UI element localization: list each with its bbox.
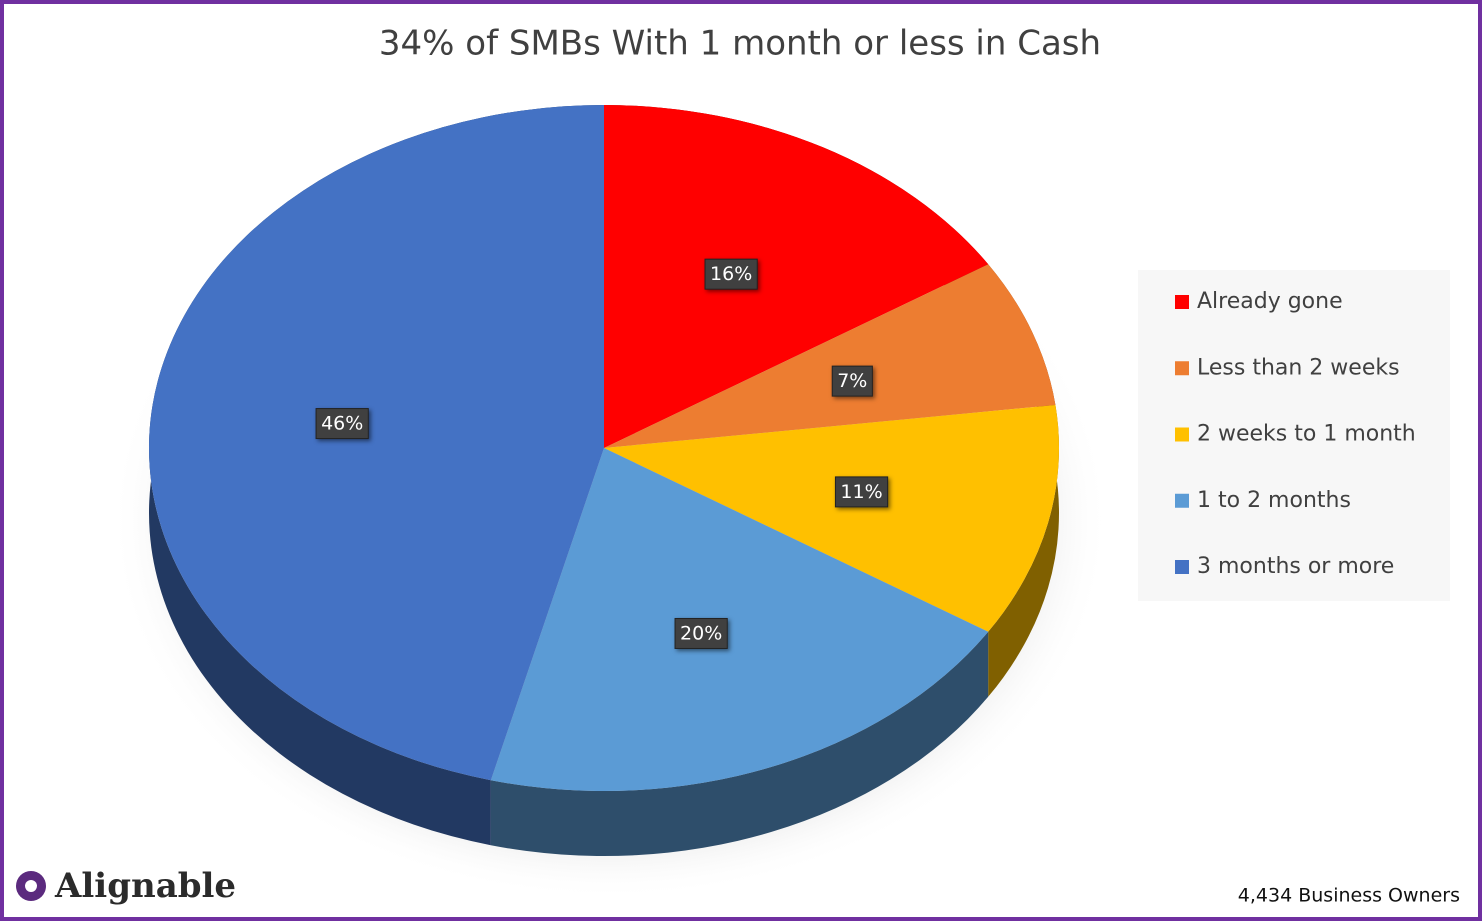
legend-label: Less than 2 weeks bbox=[1197, 355, 1400, 380]
legend-label: 3 months or more bbox=[1197, 554, 1394, 579]
legend-swatch bbox=[1175, 295, 1189, 309]
data-label: 11% bbox=[840, 481, 882, 503]
data-label: 46% bbox=[321, 413, 363, 435]
logo: Alignable bbox=[16, 866, 236, 906]
pie: 16% 7% 11% 20% 46% bbox=[148, 105, 1059, 856]
legend bbox=[1138, 270, 1450, 601]
data-label: 16% bbox=[710, 263, 752, 285]
data-label-box bbox=[834, 476, 889, 508]
legend-label: 2 weeks to 1 month bbox=[1197, 422, 1416, 447]
data-label-box bbox=[704, 258, 758, 290]
data-label-box bbox=[315, 408, 369, 440]
logo-text: Alignable bbox=[54, 866, 236, 906]
footnote: 4,434 Business Owners bbox=[1238, 885, 1460, 907]
chart-title: 34% of SMBs With 1 month or less in Cash bbox=[379, 24, 1101, 64]
slice bbox=[604, 405, 1059, 632]
slice-side bbox=[988, 405, 1059, 697]
legend-swatch bbox=[1175, 560, 1189, 574]
data-label-box bbox=[674, 617, 728, 649]
data-label: 20% bbox=[680, 622, 722, 644]
slice bbox=[490, 448, 989, 791]
logo-icon-center bbox=[25, 880, 37, 892]
legend-items: Already gone Less than 2 weeks 2 weeks to … bbox=[1175, 289, 1416, 579]
slice bbox=[604, 264, 1056, 448]
legend-swatch bbox=[1175, 427, 1189, 442]
slice bbox=[604, 105, 989, 448]
legend-label: Already gone bbox=[1197, 289, 1343, 314]
data-label-box bbox=[831, 365, 873, 397]
legend-swatch bbox=[1175, 361, 1189, 376]
legend-label: 1 to 2 months bbox=[1197, 488, 1351, 513]
data-label: 7% bbox=[837, 370, 867, 392]
legend-swatch bbox=[1175, 493, 1189, 508]
slice bbox=[148, 105, 604, 781]
slice-side bbox=[490, 631, 989, 856]
